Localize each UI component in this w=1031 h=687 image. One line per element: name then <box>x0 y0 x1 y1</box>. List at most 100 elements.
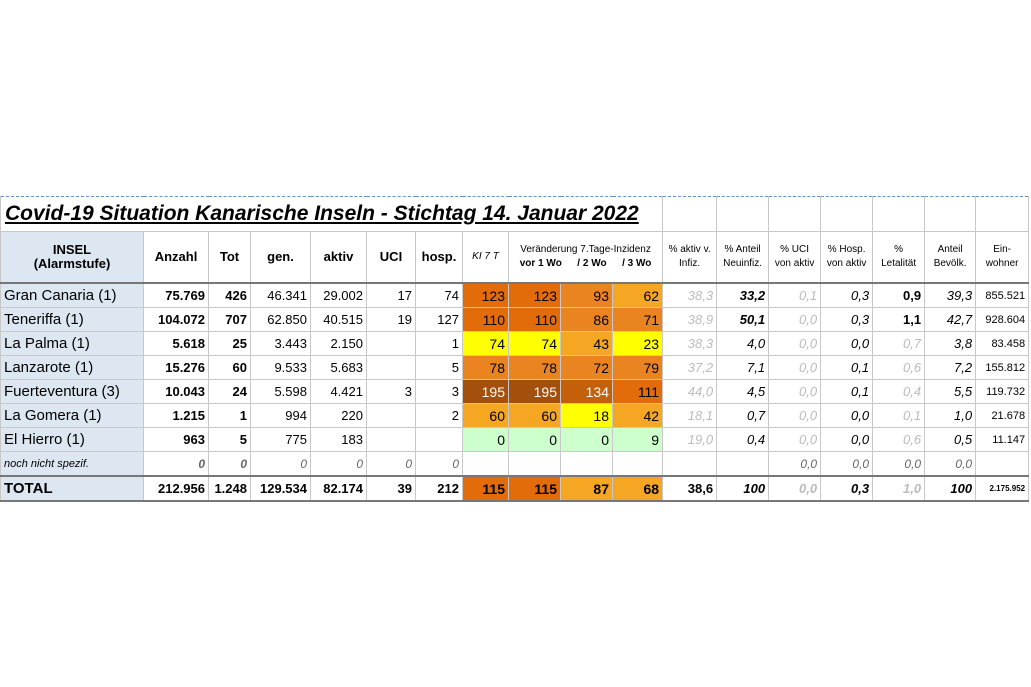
sub-label: vor 1 Wo <box>519 258 562 269</box>
header-line: von aktiv <box>826 258 867 269</box>
cell: 123 <box>462 282 509 308</box>
cell <box>366 403 416 428</box>
cell: 0,3 <box>820 475 874 502</box>
header-line: Tot <box>219 249 240 264</box>
cell: 62.850 <box>250 307 311 332</box>
cell: 0,0 <box>768 379 822 404</box>
cell: 78 <box>462 355 509 380</box>
header-cell: % Anteil Neuinfiz. <box>716 231 770 284</box>
header-row: INSEL (Alarmstufe) Anzahl Tot gen. aktiv UCI ho… <box>0 231 1030 284</box>
cell: 4.421 <box>310 379 367 404</box>
cell: 40.515 <box>310 307 367 332</box>
header-line: Anteil <box>937 244 963 255</box>
header-line: % UCI <box>780 244 810 255</box>
cell: 0,5 <box>924 427 977 452</box>
header-cell: Anteil Bevölk. <box>924 231 977 284</box>
empty-cell <box>975 196 1030 232</box>
cell: 0 <box>560 427 613 452</box>
cell: 60 <box>208 355 251 380</box>
header-cell: % Letalität <box>872 231 926 284</box>
header-line: KI 7 T <box>472 251 499 262</box>
cell: 0 <box>143 451 209 477</box>
cell: 19 <box>366 307 416 332</box>
cell: 0,1 <box>820 379 874 404</box>
cell: 2 <box>415 403 463 428</box>
cell: 195 <box>462 379 509 404</box>
cell: 5,5 <box>924 379 977 404</box>
cell: 39,3 <box>924 282 977 308</box>
cell: 43 <box>560 331 613 356</box>
cell: 0,0 <box>768 451 822 477</box>
cell: Gran Canaria (1) <box>0 282 144 308</box>
cell: 37,2 <box>662 355 718 380</box>
cell: 3,8 <box>924 331 977 356</box>
header-line: hosp. <box>421 249 457 264</box>
cell: Fuerteventura (3) <box>0 379 144 404</box>
cell <box>560 451 613 477</box>
cell: 123 <box>508 282 561 308</box>
cell: 74 <box>415 282 463 308</box>
cell: 0 <box>208 451 251 477</box>
header-cell: % UCI von aktiv <box>768 231 822 284</box>
cell: 3 <box>415 379 463 404</box>
cell: 93 <box>560 282 613 308</box>
cell: 134 <box>560 379 613 404</box>
cell: 83.458 <box>975 331 1030 356</box>
cell: 75.769 <box>143 282 209 308</box>
cell: 1.215 <box>143 403 209 428</box>
cell: 60 <box>462 403 509 428</box>
cell: 0,0 <box>768 475 822 502</box>
data-row: El Hierro (1) 963 5 775 183 0 0 0 9 19,0 0,4 0,0 0,0… <box>0 427 1030 452</box>
header-line: (Alarmstufe) <box>33 256 111 271</box>
cell: 0,4 <box>872 379 926 404</box>
cell: 4,0 <box>716 331 770 356</box>
cell: 0 <box>462 427 509 452</box>
empty-cell <box>924 196 977 232</box>
cell: 21.678 <box>975 403 1030 428</box>
empty-cell <box>872 196 926 232</box>
cell: 9.533 <box>250 355 311 380</box>
cell: 119.732 <box>975 379 1030 404</box>
cell: 155.812 <box>975 355 1030 380</box>
data-row: noch nicht spezif. 0 0 0 0 0 0 0,0 0,0 0,0 0,0 <box>0 451 1030 477</box>
cell: 11.147 <box>975 427 1030 452</box>
cell: 110 <box>508 307 561 332</box>
cell: 994 <box>250 403 311 428</box>
header-cell: Tot <box>208 231 251 284</box>
cell: 5 <box>415 355 463 380</box>
cell: 9 <box>611 427 664 452</box>
cell: 707 <box>208 307 251 332</box>
group-sub: vor 1 Wo / 2 Wo / 3 Wo <box>512 257 659 271</box>
header-line: gen. <box>267 249 294 264</box>
header-line: von aktiv <box>774 258 815 269</box>
cell: El Hierro (1) <box>0 427 144 452</box>
header-cell: gen. <box>250 231 311 284</box>
cell: 0,6 <box>872 355 926 380</box>
cell <box>716 451 770 477</box>
cell: 0 <box>508 427 561 452</box>
cell: 18 <box>560 403 613 428</box>
empty-cell <box>662 196 718 232</box>
cell: 60 <box>508 403 561 428</box>
cell: 855.521 <box>975 282 1030 308</box>
cell: 3.443 <box>250 331 311 356</box>
cell: 2.175.952 <box>975 475 1030 502</box>
cell: 5.598 <box>250 379 311 404</box>
cell: 110 <box>462 307 509 332</box>
cell: 18,1 <box>662 403 718 428</box>
cell: 4,5 <box>716 379 770 404</box>
table: Covid-19 Situation Kanarische Inseln - S… <box>0 196 1030 502</box>
header-cell: Veränderung 7.Tage-Inzidenz vor 1 Wo / 2 W… <box>507 231 664 284</box>
cell <box>662 451 718 477</box>
cell: 1,0 <box>872 475 926 502</box>
cell: 0,1 <box>768 282 822 308</box>
cell: 426 <box>208 282 251 308</box>
cell: 212.956 <box>143 475 209 502</box>
cell <box>366 331 416 356</box>
cell: 25 <box>208 331 251 356</box>
cell: 23 <box>611 331 664 356</box>
empty-cell <box>768 196 822 232</box>
header-cell: aktiv <box>310 231 367 284</box>
cell: 19,0 <box>662 427 718 452</box>
